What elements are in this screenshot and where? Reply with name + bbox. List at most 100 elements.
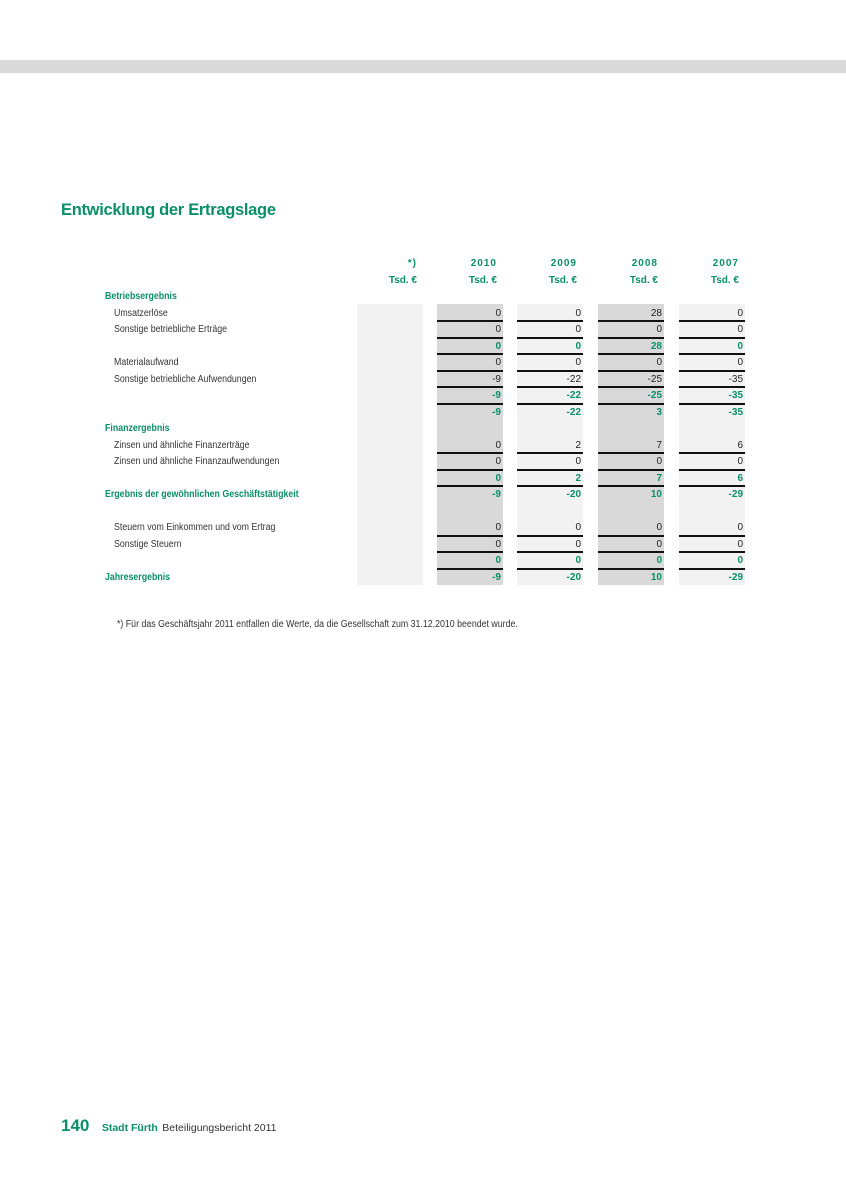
column-year: 2009: [550, 258, 577, 269]
value-cell: 0: [517, 339, 583, 355]
column-year: 2007: [712, 258, 739, 269]
column-unit: Tsd. €: [468, 275, 497, 286]
value-cell: 0: [679, 339, 745, 355]
column-year: 2010: [470, 258, 497, 269]
value-cell: 2: [517, 438, 583, 454]
value-cell: 0: [517, 520, 583, 537]
value-cell: 0: [437, 553, 503, 570]
value-cell: -20: [566, 489, 581, 500]
value-cell: 28: [598, 306, 664, 322]
value-cell: 0: [437, 339, 503, 355]
table-row: Sonstige Steuern 0 0 0 0: [0, 537, 846, 553]
footnote: *) Für das Geschäftsjahr 2011 entfallen …: [117, 619, 518, 630]
table-row: 0 0 28 0: [0, 339, 846, 355]
value-cell: 0: [517, 537, 583, 553]
column-unit: Tsd. €: [388, 275, 417, 286]
table-row: Zinsen und ähnliche Finanzerträge 0 2 7 6: [0, 438, 846, 454]
table-row: -9 -22 3 -35: [0, 405, 846, 422]
row-label: Finanzergebnis: [105, 423, 170, 434]
value-cell: 0: [437, 322, 503, 339]
value-cell: 7: [598, 438, 664, 454]
value-cell: 6: [679, 471, 745, 487]
value-cell: 10: [650, 571, 662, 583]
table-row: Zinsen und ähnliche Finanzaufwendungen 0 0…: [0, 454, 846, 471]
value-cell: 0: [679, 322, 745, 339]
row-label: Sonstige betriebliche Aufwendungen: [114, 373, 257, 385]
footer-report: Beteiligungsbericht 2011: [162, 1122, 277, 1134]
value-cell: -22: [517, 372, 583, 388]
table-row: Jahresergebnis -9 -20 10 -29: [0, 570, 846, 587]
row-label: Zinsen und ähnliche Finanzaufwendungen: [114, 456, 280, 467]
value-cell: -9: [492, 489, 501, 500]
value-cell: -29: [728, 489, 743, 500]
table-row: Steuern vom Einkommen und vom Ertrag 0 0 0 0: [0, 520, 846, 537]
value-cell: 3: [656, 406, 662, 418]
page-number: 140: [61, 1116, 90, 1135]
value-cell: -35: [679, 372, 745, 388]
value-cell: -25: [598, 388, 664, 405]
column-shade: [437, 304, 503, 585]
value-cell: -35: [728, 406, 743, 418]
header-bar: [0, 60, 846, 73]
page-footer: 140 Stadt Fürth Beteiligungsbericht 2011: [61, 1116, 277, 1136]
row-label: Steuern vom Einkommen und vom Ertrag: [114, 522, 276, 533]
value-cell: 0: [517, 454, 583, 471]
value-cell: 0: [679, 520, 745, 537]
column-shade: [517, 304, 583, 585]
table-row: Finanzergebnis: [0, 421, 846, 438]
value-cell: 0: [598, 355, 664, 372]
value-cell: 7: [598, 471, 664, 487]
row-label: Jahresergebnis: [105, 571, 171, 583]
row-label: Ergebnis der gewöhnlichen Geschäftstätig…: [105, 489, 299, 500]
value-cell: 0: [598, 520, 664, 537]
value-cell: -9: [492, 571, 501, 583]
value-cell: 0: [437, 438, 503, 454]
column-shade: [679, 304, 745, 585]
table-row: -9 -22 -25 -35: [0, 388, 846, 405]
value-cell: 0: [598, 537, 664, 553]
value-cell: 0: [679, 306, 745, 322]
table-row: Umsatzerlöse 0 0 28 0: [0, 306, 846, 322]
row-label: Sonstige betriebliche Erträge: [114, 324, 228, 335]
value-cell: 0: [437, 537, 503, 553]
value-cell: -25: [598, 372, 664, 388]
value-cell: 0: [679, 537, 745, 553]
table-row: Ergebnis der gewöhnlichen Geschäftstätig…: [0, 487, 846, 504]
value-cell: 0: [517, 322, 583, 339]
table-row: Sonstige betriebliche Aufwendungen -9 -22-…: [0, 372, 846, 388]
value-cell: -22: [566, 406, 581, 418]
value-cell: 0: [679, 454, 745, 471]
table-row: Materialaufwand 0 0 0 0: [0, 355, 846, 372]
page-title: Entwicklung der Ertragslage: [61, 201, 276, 219]
value-cell: -9: [437, 372, 503, 388]
column-shade: [598, 304, 664, 585]
value-cell: 0: [437, 471, 503, 487]
row-label: Materialaufwand: [114, 357, 179, 368]
value-cell: 2: [517, 471, 583, 487]
value-cell: -22: [517, 388, 583, 405]
value-cell: -9: [437, 388, 503, 405]
column-shade: [357, 304, 423, 585]
value-cell: 0: [437, 306, 503, 322]
value-cell: -35: [679, 388, 745, 405]
value-cell: 0: [517, 553, 583, 570]
column-unit: Tsd. €: [629, 275, 658, 286]
column-unit: Tsd. €: [548, 275, 577, 286]
value-cell: 0: [437, 520, 503, 537]
table-row: Sonstige betriebliche Erträge 0 0 0 0: [0, 322, 846, 339]
value-cell: -29: [728, 571, 743, 583]
row-label: Sonstige Steuern: [114, 538, 182, 550]
value-cell: 0: [517, 355, 583, 372]
value-cell: -20: [566, 571, 581, 583]
row-label: Umsatzerlöse: [114, 307, 168, 319]
value-cell: 0: [437, 454, 503, 471]
value-cell: 28: [598, 339, 664, 355]
table-row: Betriebsergebnis: [0, 289, 846, 306]
row-label: Zinsen und ähnliche Finanzerträge: [114, 439, 250, 451]
column-unit: Tsd. €: [710, 275, 739, 286]
value-cell: -9: [492, 406, 501, 418]
table-row: [0, 504, 846, 521]
